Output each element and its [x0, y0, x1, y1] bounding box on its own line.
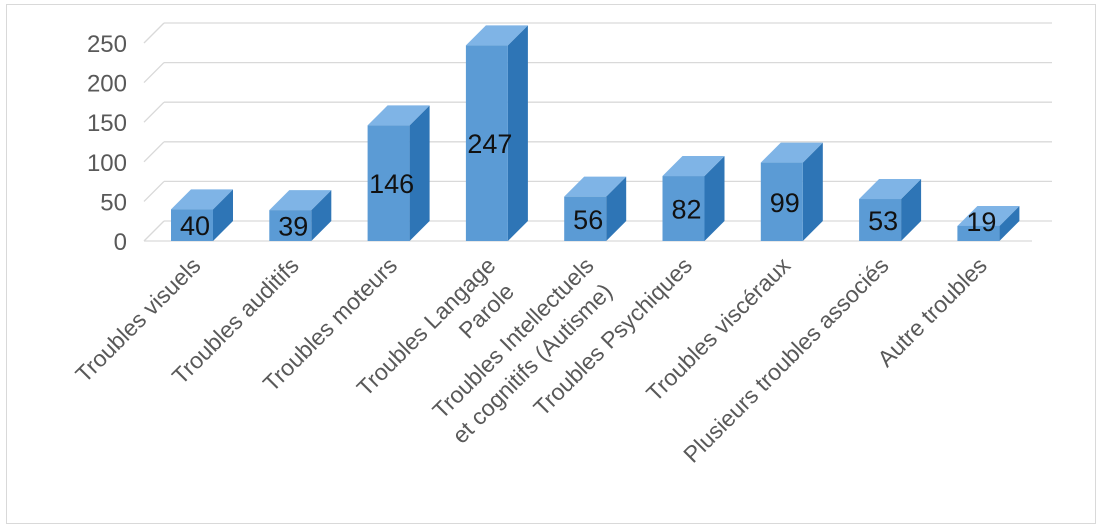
data-label: 146: [369, 169, 414, 199]
data-label: 82: [671, 195, 701, 225]
data-label: 99: [770, 188, 800, 218]
bar: [171, 209, 213, 241]
wall-line-5: [143, 22, 165, 44]
wall-line-3: [143, 101, 165, 123]
bar-top: [564, 176, 627, 197]
bar-side: [213, 189, 233, 241]
y-tick-label: 250: [87, 31, 127, 58]
y-tick-label: 0: [114, 229, 127, 256]
bar-side: [802, 142, 823, 241]
bar: [465, 45, 508, 241]
bar: [367, 125, 410, 241]
bar: [662, 176, 705, 241]
bar-top: [269, 190, 332, 211]
bar-side: [901, 179, 922, 241]
bar: [564, 196, 607, 241]
bar-side: [311, 190, 332, 241]
y-tick-label: 200: [87, 71, 127, 98]
bar-side: [999, 205, 1020, 241]
bar: [760, 162, 803, 241]
chart-frame: 0 50 100 150 200 250 40 39 146 247 56 82 99 53 19 Troub…: [6, 4, 1096, 524]
wall-line-0: [143, 220, 165, 242]
bar-top: [957, 205, 1020, 226]
data-label: 40: [180, 211, 210, 241]
bar-top: [367, 105, 430, 126]
bar: [957, 225, 1000, 241]
bar-top: [760, 142, 823, 163]
bar-side: [507, 25, 528, 241]
bar-side: [409, 105, 430, 241]
bar-top: [465, 25, 528, 46]
data-label: 247: [467, 129, 512, 159]
y-tick-label: 150: [87, 110, 127, 137]
x-tick-label: Plusieurs troubles associés: [678, 252, 893, 467]
bar-top: [859, 179, 922, 200]
data-label: 53: [868, 206, 898, 236]
bar: [859, 199, 902, 241]
data-label: 39: [278, 212, 308, 242]
data-label: 56: [573, 205, 603, 235]
data-label: 19: [966, 207, 996, 237]
y-tick-label: 50: [100, 189, 127, 216]
y-tick-label: 100: [87, 150, 127, 177]
wall-line-1: [143, 180, 165, 202]
wall-line-2: [143, 141, 165, 163]
bar-top: [171, 189, 233, 210]
bar-side: [606, 176, 627, 241]
wall-line-4: [143, 62, 165, 84]
bar-side: [704, 156, 725, 241]
bar: [269, 210, 312, 241]
bar-top: [662, 156, 725, 177]
